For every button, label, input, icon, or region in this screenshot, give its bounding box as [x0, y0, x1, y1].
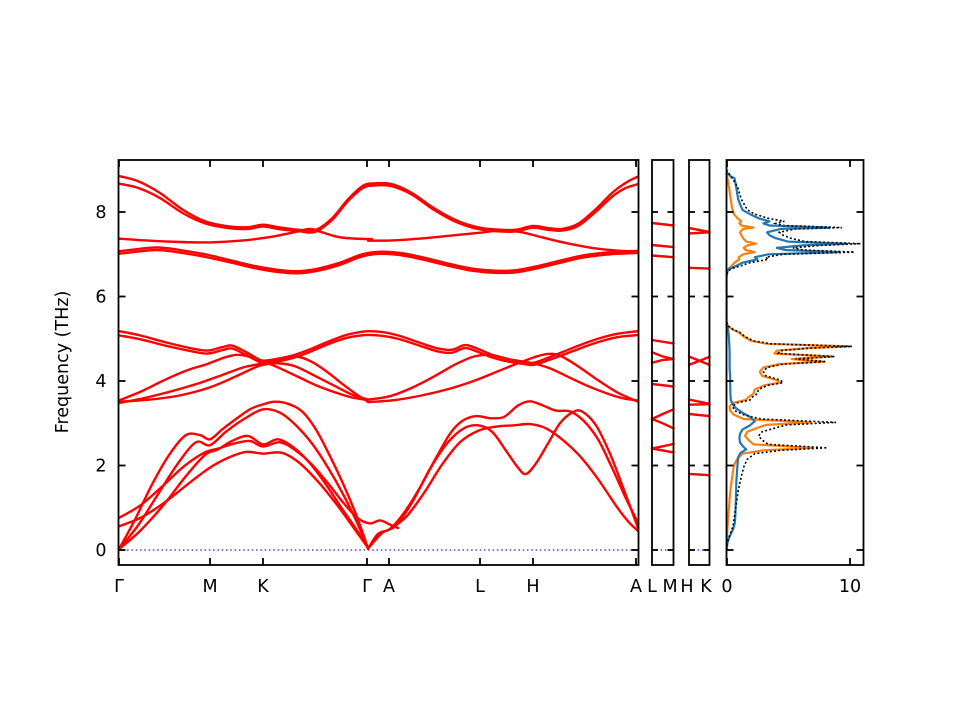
phonon-band-HK — [687, 472, 711, 477]
hk-panel-frame — [688, 159, 711, 566]
x-tick-label: M — [662, 577, 677, 597]
x-tick-label: A — [630, 577, 642, 597]
dos-curve-partial-blue — [726, 171, 849, 551]
phonon-band — [117, 333, 640, 367]
x-tick-label: M — [202, 577, 217, 597]
phonon-band — [366, 352, 640, 404]
band-panel-frame — [117, 159, 640, 566]
x-tick-label: H — [526, 577, 539, 597]
phonon-band — [117, 407, 370, 551]
phonon-band-LM — [650, 254, 675, 259]
dos-curve-total — [726, 169, 861, 551]
x-tick-label: L — [647, 577, 657, 597]
phonon-band-HK — [687, 403, 711, 406]
x-tick-label: 10 — [839, 577, 861, 597]
lm-panel-frame — [651, 159, 675, 566]
phonon-band — [366, 228, 640, 253]
phonon-band — [388, 422, 640, 533]
x-tick-label: Γ — [362, 577, 372, 597]
phonon-band-LM — [650, 447, 675, 454]
x-tick-label: A — [383, 577, 395, 597]
phonon-band — [366, 353, 640, 402]
phonon-band-LM — [650, 221, 675, 227]
phonon-band — [117, 329, 640, 365]
phonon-band — [117, 182, 640, 234]
phonon-band — [117, 355, 370, 405]
y-tick-label: 8 — [95, 203, 106, 223]
x-tick-label: H — [680, 577, 693, 597]
phonon-band — [366, 400, 640, 550]
y-tick-label: 0 — [95, 541, 106, 561]
phonon-band-HK — [687, 355, 711, 367]
phonon-band — [117, 174, 640, 233]
dos-panel-frame — [725, 159, 865, 566]
phonon-band — [117, 400, 370, 551]
y-axis-title: Frequency (THz) — [53, 291, 73, 434]
phonon-band-HK — [687, 226, 711, 234]
phonon-band — [117, 246, 640, 273]
phonon-band-LM — [650, 417, 675, 430]
phonon-band — [117, 439, 400, 530]
phonon-band — [117, 450, 370, 550]
phonon-band-LM — [650, 442, 675, 450]
x-tick-label: L — [475, 577, 485, 597]
y-tick-label: 4 — [95, 372, 106, 392]
phonon-band-LM — [650, 338, 675, 345]
phonon-band-HK — [687, 412, 711, 418]
phonon-band-HK — [687, 231, 711, 235]
phonon-band-LM — [650, 357, 675, 364]
phonon-band-LM — [650, 408, 675, 421]
phonon-band — [117, 353, 370, 402]
phonon-band — [117, 248, 640, 275]
phonon-band — [366, 409, 640, 550]
phonon-band-LM — [650, 243, 675, 249]
x-tick-label: K — [700, 577, 712, 597]
phonon-band — [117, 227, 374, 244]
phonon-band-LM — [650, 351, 675, 361]
phonon-band-HK — [687, 266, 711, 270]
x-tick-label: K — [257, 577, 269, 597]
phonon-band — [117, 362, 370, 403]
phonon-band-LM — [650, 382, 675, 388]
phonon-band — [117, 434, 370, 551]
y-tick-label: 6 — [95, 288, 106, 308]
y-tick-label: 2 — [95, 457, 106, 477]
x-tick-label: 0 — [721, 577, 732, 597]
dos-curve-partial-orange — [726, 173, 850, 551]
x-tick-label: Γ — [114, 577, 124, 597]
